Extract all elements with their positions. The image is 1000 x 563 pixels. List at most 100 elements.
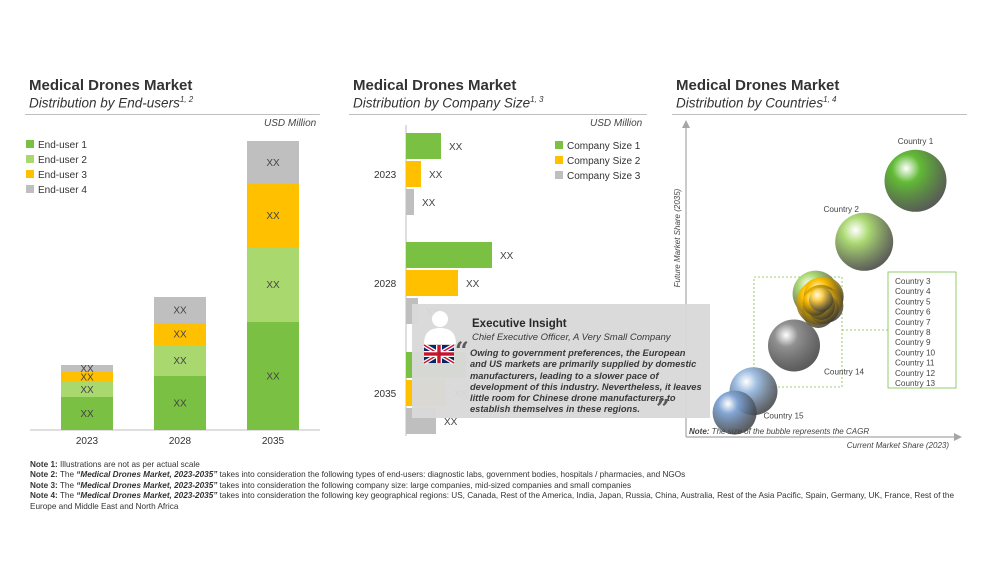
chart1-bar-2028-s1 [154, 376, 206, 430]
chart1-bar-label: XX [173, 356, 187, 367]
panel2-rule [349, 114, 647, 115]
chart1-bar-2023-s3 [61, 372, 113, 382]
chart3-cluster-label: Country 7 [895, 318, 931, 327]
insight-title: Executive Insight [472, 318, 567, 330]
footnotes: Note 1: Illustrations are not as per act… [30, 460, 965, 512]
panel3-subtitle-text: Distribution by Countries [676, 95, 824, 111]
chart1-legend-swatch [26, 140, 34, 148]
chart1-bar-2035-s1 [247, 322, 299, 430]
insight-quote: Owing to government preferences, the Eur… [470, 348, 702, 415]
chart1-bar-2028-s3 [154, 323, 206, 345]
chart2-bar-label: XX [449, 142, 463, 153]
chart3-cluster-label: Country 10 [895, 348, 935, 357]
chart3-cluster-label: Country 13 [895, 379, 935, 388]
chart3-bubble [835, 212, 894, 271]
chart1-bar-label: XX [173, 330, 187, 341]
chart1-bar-label: XX [173, 306, 187, 317]
panel2-subtitle-text: Distribution by Company Size [353, 95, 531, 111]
chart3-cluster-box [753, 276, 843, 388]
panel1-subtitle: Distribution by End-users1, 2 [29, 95, 193, 111]
open-quote-icon: “ [455, 336, 469, 365]
chart1-tick-label: 2023 [76, 436, 99, 447]
panel3-subtitle: Distribution by Countries1, 4 [676, 95, 836, 111]
chart2-legend-label: Company Size 1 [567, 141, 641, 152]
chart1-legend-label: End-user 1 [38, 140, 87, 151]
chart2-bar-2023-s1 [406, 133, 441, 159]
chart3-cluster-label: Country 12 [895, 369, 935, 378]
chart2-bar-2028-s2 [406, 270, 458, 296]
chart3-cluster-label: Country 3 [895, 277, 931, 286]
panel2-subtitle: Distribution by Company Size1, 3 [353, 95, 543, 111]
chart2-tick-label: 2035 [374, 389, 397, 400]
chart1-legend-swatch [26, 155, 34, 163]
chart1-bar-label: XX [80, 373, 94, 384]
chart1-bar-2023-s2 [61, 382, 113, 397]
chart2-bar-label: XX [444, 417, 458, 428]
chart2-bar-label: XX [466, 279, 480, 290]
chart1-tick-label: 2035 [262, 436, 285, 447]
chart3-y-arrow-icon [682, 120, 690, 128]
chart1-bar-label: XX [266, 211, 280, 222]
panel3-title: Medical Drones Market [676, 77, 840, 94]
chart2-legend-swatch [555, 156, 563, 164]
note-2: Note 2: The “Medical Drones Market, 2023… [30, 470, 686, 480]
panel3-rule [672, 114, 967, 115]
chart2-legend-swatch [555, 141, 563, 149]
chart1-bar-2023-s4 [61, 365, 113, 372]
chart1-bar-2035-s3 [247, 184, 299, 247]
chart3-y-label: Future Market Share (2035) [673, 188, 682, 287]
chart2-bar-label: XX [429, 170, 443, 181]
chart1-bar-label: XX [80, 409, 94, 420]
chart3-point-label: Country 2 [823, 205, 859, 214]
chart2-bar-2023-s2 [406, 161, 421, 187]
chart1-bar-label: XX [266, 158, 280, 169]
panel1-title: Medical Drones Market [29, 77, 193, 94]
chart1-bar-2028-s2 [154, 345, 206, 376]
chart3-cluster-label: Country 4 [895, 287, 931, 296]
chart1-bar-2035-s4 [247, 141, 299, 184]
chart3-cluster-label: Country 5 [895, 297, 931, 306]
chart2-tick-label: 2028 [374, 279, 397, 290]
chart3-bubble [712, 390, 757, 435]
panel1-unit: USD Million [264, 118, 317, 129]
chart1-legend-swatch [26, 185, 34, 193]
panel2-unit: USD Million [590, 118, 643, 129]
note-4: Note 4: The “Medical Drones Market, 2023… [30, 491, 955, 511]
chart1-tick-label: 2028 [169, 436, 192, 447]
note-1: Note 1: Illustrations are not as per act… [30, 460, 200, 469]
panel2-subtitle-sup: 1, 3 [530, 95, 544, 104]
panel1-subtitle-sup: 1, 2 [179, 95, 194, 104]
chart1-bar-label: XX [266, 280, 280, 291]
uk-flag-icon [422, 343, 456, 365]
chart1-legend-swatch [26, 170, 34, 178]
chart2-bar-label: XX [422, 198, 436, 209]
chart2-legend-label: Company Size 2 [567, 156, 641, 167]
chart1-bar-label: XX [173, 399, 187, 410]
insight-role: Chief Executive Officer, A Very Small Co… [472, 332, 671, 343]
chart1-bar-label: XX [80, 385, 94, 396]
chart2-legend-label: Company Size 3 [567, 171, 641, 182]
note-3: Note 3: The “Medical Drones Market, 2023… [30, 480, 632, 490]
chart3-point-label: Country 1 [898, 137, 934, 146]
chart2-bar-2023-s3 [406, 189, 414, 215]
executive-insight-box: Executive Insight Chief Executive Office… [412, 304, 710, 423]
panel1-subtitle-text: Distribution by End-users [29, 95, 180, 111]
chart1-bar-2023-s1 [61, 397, 113, 430]
chart3-point-label: Country 14 [824, 368, 864, 377]
chart1-bar-2035-s2 [247, 247, 299, 322]
chart1-legend-label: End-user 3 [38, 170, 87, 181]
chart1-bar-2028-s4 [154, 297, 206, 323]
chart3-bubble [768, 319, 820, 372]
chart2-tick-label: 2023 [374, 170, 397, 181]
panel3-subtitle-sup: 1, 4 [823, 95, 837, 104]
close-quote-icon: ” [656, 394, 670, 423]
chart1-legend-label: End-user 4 [38, 185, 87, 196]
chart3-cluster-label: Country 9 [895, 338, 931, 347]
chart3-cluster-label: Country 8 [895, 328, 931, 337]
chart3-cluster-label: Country 11 [895, 359, 935, 368]
chart3-x-arrow-icon [954, 433, 962, 441]
executive-avatar-icon [422, 311, 456, 365]
chart2-legend-swatch [555, 171, 563, 179]
